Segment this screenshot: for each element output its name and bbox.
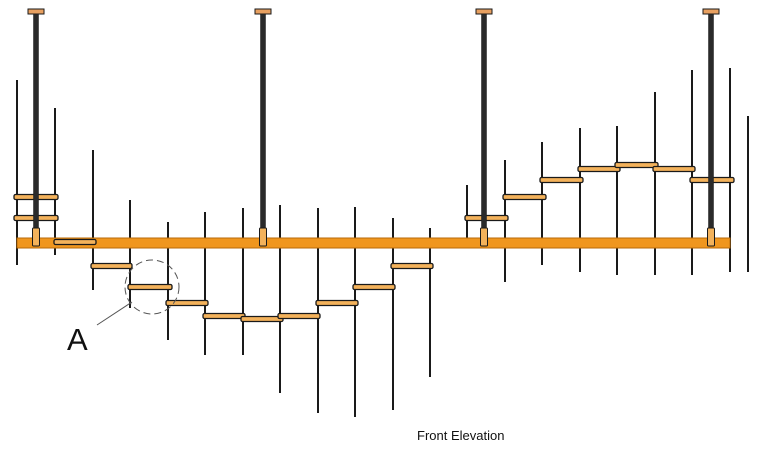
detail-label: A [67,322,88,357]
suspension-connector-2 [259,227,267,247]
detail-leader-line [96,301,133,326]
suspension-cap-4 [702,8,720,15]
step-bar-4 [90,262,133,270]
step-bar-15 [539,176,584,184]
suspension-connector-4 [707,227,715,247]
step-bar-12 [390,262,434,270]
step-bar-16 [577,165,621,173]
step-bar-17 [614,161,659,169]
step-bar-14 [502,193,547,201]
suspension-cable-1 [33,13,39,236]
suspension-cable-3 [481,13,487,236]
step-bar-18 [652,165,696,173]
suspension-cable-2 [260,13,266,236]
detail-callout-circle [124,259,180,315]
step-bar-9 [277,312,321,320]
suspension-cables [27,8,720,247]
suspension-cable-4 [708,13,714,236]
step-bars [13,161,735,323]
step-bar-8 [240,315,284,323]
step-bar-7 [202,312,246,320]
suspension-connector-1 [32,227,40,247]
step-bar-6 [165,299,209,307]
step-bar-10 [315,299,359,307]
horizontal-rail [16,237,731,249]
step-bar-5 [127,283,173,291]
suspension-connector-3 [480,227,488,247]
step-bar-3 [53,238,97,246]
step-bar-11 [352,283,396,291]
suspension-cap-1 [27,8,45,15]
main-rail [16,237,731,249]
caption: Front Elevation [417,428,504,443]
suspension-cap-2 [254,8,272,15]
suspension-cap-3 [475,8,493,15]
